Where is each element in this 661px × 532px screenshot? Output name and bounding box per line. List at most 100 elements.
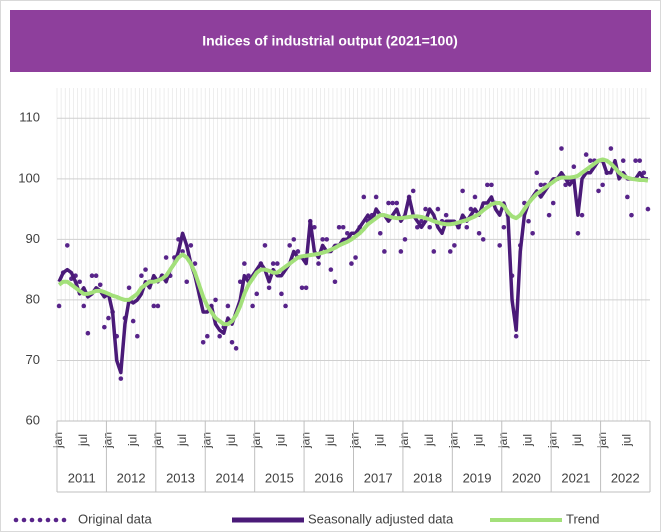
data-point	[233, 346, 239, 351]
legend-label: Original data	[78, 511, 152, 526]
data-point	[550, 200, 556, 206]
data-point	[139, 273, 144, 278]
data-point	[526, 218, 531, 224]
x-tick-label: jul	[372, 434, 386, 447]
data-point	[320, 237, 325, 242]
data-point	[377, 231, 383, 236]
data-point	[135, 333, 140, 339]
x-tick-label: jan	[496, 432, 510, 449]
year-label: 2018	[413, 470, 442, 485]
x-tick-label: jan	[595, 432, 609, 449]
data-point	[287, 243, 292, 248]
legend-swatch	[13, 517, 19, 523]
data-point	[97, 282, 103, 288]
series-line	[57, 157, 649, 327]
data-point	[324, 237, 330, 242]
data-point	[151, 303, 157, 309]
data-point	[415, 224, 420, 230]
legend-swatch	[21, 517, 27, 523]
year-label: 2020	[512, 470, 541, 485]
year-label: 2013	[166, 470, 195, 485]
data-point	[295, 249, 301, 254]
data-point	[460, 188, 465, 194]
data-point	[192, 261, 198, 266]
x-tick-label: jul	[175, 434, 189, 447]
data-point	[431, 249, 437, 254]
data-point	[246, 273, 251, 278]
data-point	[489, 182, 494, 188]
x-tick-label: jan	[447, 432, 461, 449]
data-point	[402, 237, 408, 242]
data-point	[513, 333, 519, 339]
data-point	[625, 194, 630, 200]
y-tick-label: 100	[18, 170, 40, 185]
data-point	[579, 212, 585, 218]
data-point	[353, 255, 358, 260]
data-point	[250, 303, 255, 309]
data-point	[530, 231, 535, 236]
data-point	[373, 194, 379, 200]
legend-label: Trend	[566, 511, 599, 526]
data-point	[229, 339, 235, 345]
x-tick-label: jan	[199, 432, 213, 449]
year-label: 2022	[611, 470, 640, 485]
data-point	[336, 224, 342, 230]
data-point	[217, 333, 222, 339]
data-point	[56, 303, 62, 309]
data-point	[163, 255, 169, 260]
data-point	[93, 273, 99, 278]
x-tick-label: jan	[51, 432, 65, 449]
data-point	[571, 164, 577, 170]
year-label: 2016	[314, 470, 343, 485]
x-tick-label: jan	[101, 432, 115, 449]
data-point	[291, 237, 297, 242]
data-point	[464, 224, 470, 230]
data-point	[328, 267, 334, 272]
data-point	[435, 206, 441, 212]
title-band	[10, 10, 651, 72]
data-point	[468, 206, 474, 212]
data-point	[361, 194, 367, 200]
data-point	[200, 339, 206, 345]
data-point	[254, 291, 260, 297]
y-tick-label: 110	[19, 110, 40, 125]
data-point	[546, 212, 552, 218]
legend-swatch	[61, 517, 67, 523]
data-point	[620, 158, 626, 163]
data-point	[225, 303, 231, 309]
x-tick-label: jul	[76, 434, 90, 447]
data-point	[213, 297, 218, 303]
data-point	[559, 146, 564, 151]
year-label: 2019	[463, 470, 492, 485]
y-tick-label: 90	[26, 231, 40, 246]
data-point	[608, 146, 614, 151]
data-point	[184, 279, 190, 285]
data-point	[563, 182, 568, 188]
data-point	[266, 285, 272, 291]
data-point	[443, 212, 449, 218]
data-point	[283, 303, 288, 309]
year-label: 2012	[117, 470, 146, 485]
data-point	[85, 330, 91, 336]
data-point	[270, 261, 276, 266]
data-point	[427, 224, 432, 230]
data-point	[587, 158, 593, 163]
legend-swatch	[45, 517, 51, 523]
data-point	[180, 249, 185, 254]
x-tick-label: jul	[570, 434, 584, 447]
data-point	[485, 182, 490, 188]
x-tick-label: jul	[471, 434, 485, 447]
year-label: 2015	[265, 470, 294, 485]
legend-swatch	[29, 517, 35, 523]
year-label: 2017	[364, 470, 393, 485]
y-tick-label: 80	[26, 291, 40, 306]
data-point	[102, 324, 107, 330]
data-point	[312, 224, 317, 230]
x-tick-label: jul	[521, 434, 535, 447]
data-point	[419, 218, 424, 224]
data-point	[390, 200, 395, 206]
data-point	[534, 170, 540, 176]
data-point	[452, 243, 457, 248]
data-point	[332, 279, 338, 285]
